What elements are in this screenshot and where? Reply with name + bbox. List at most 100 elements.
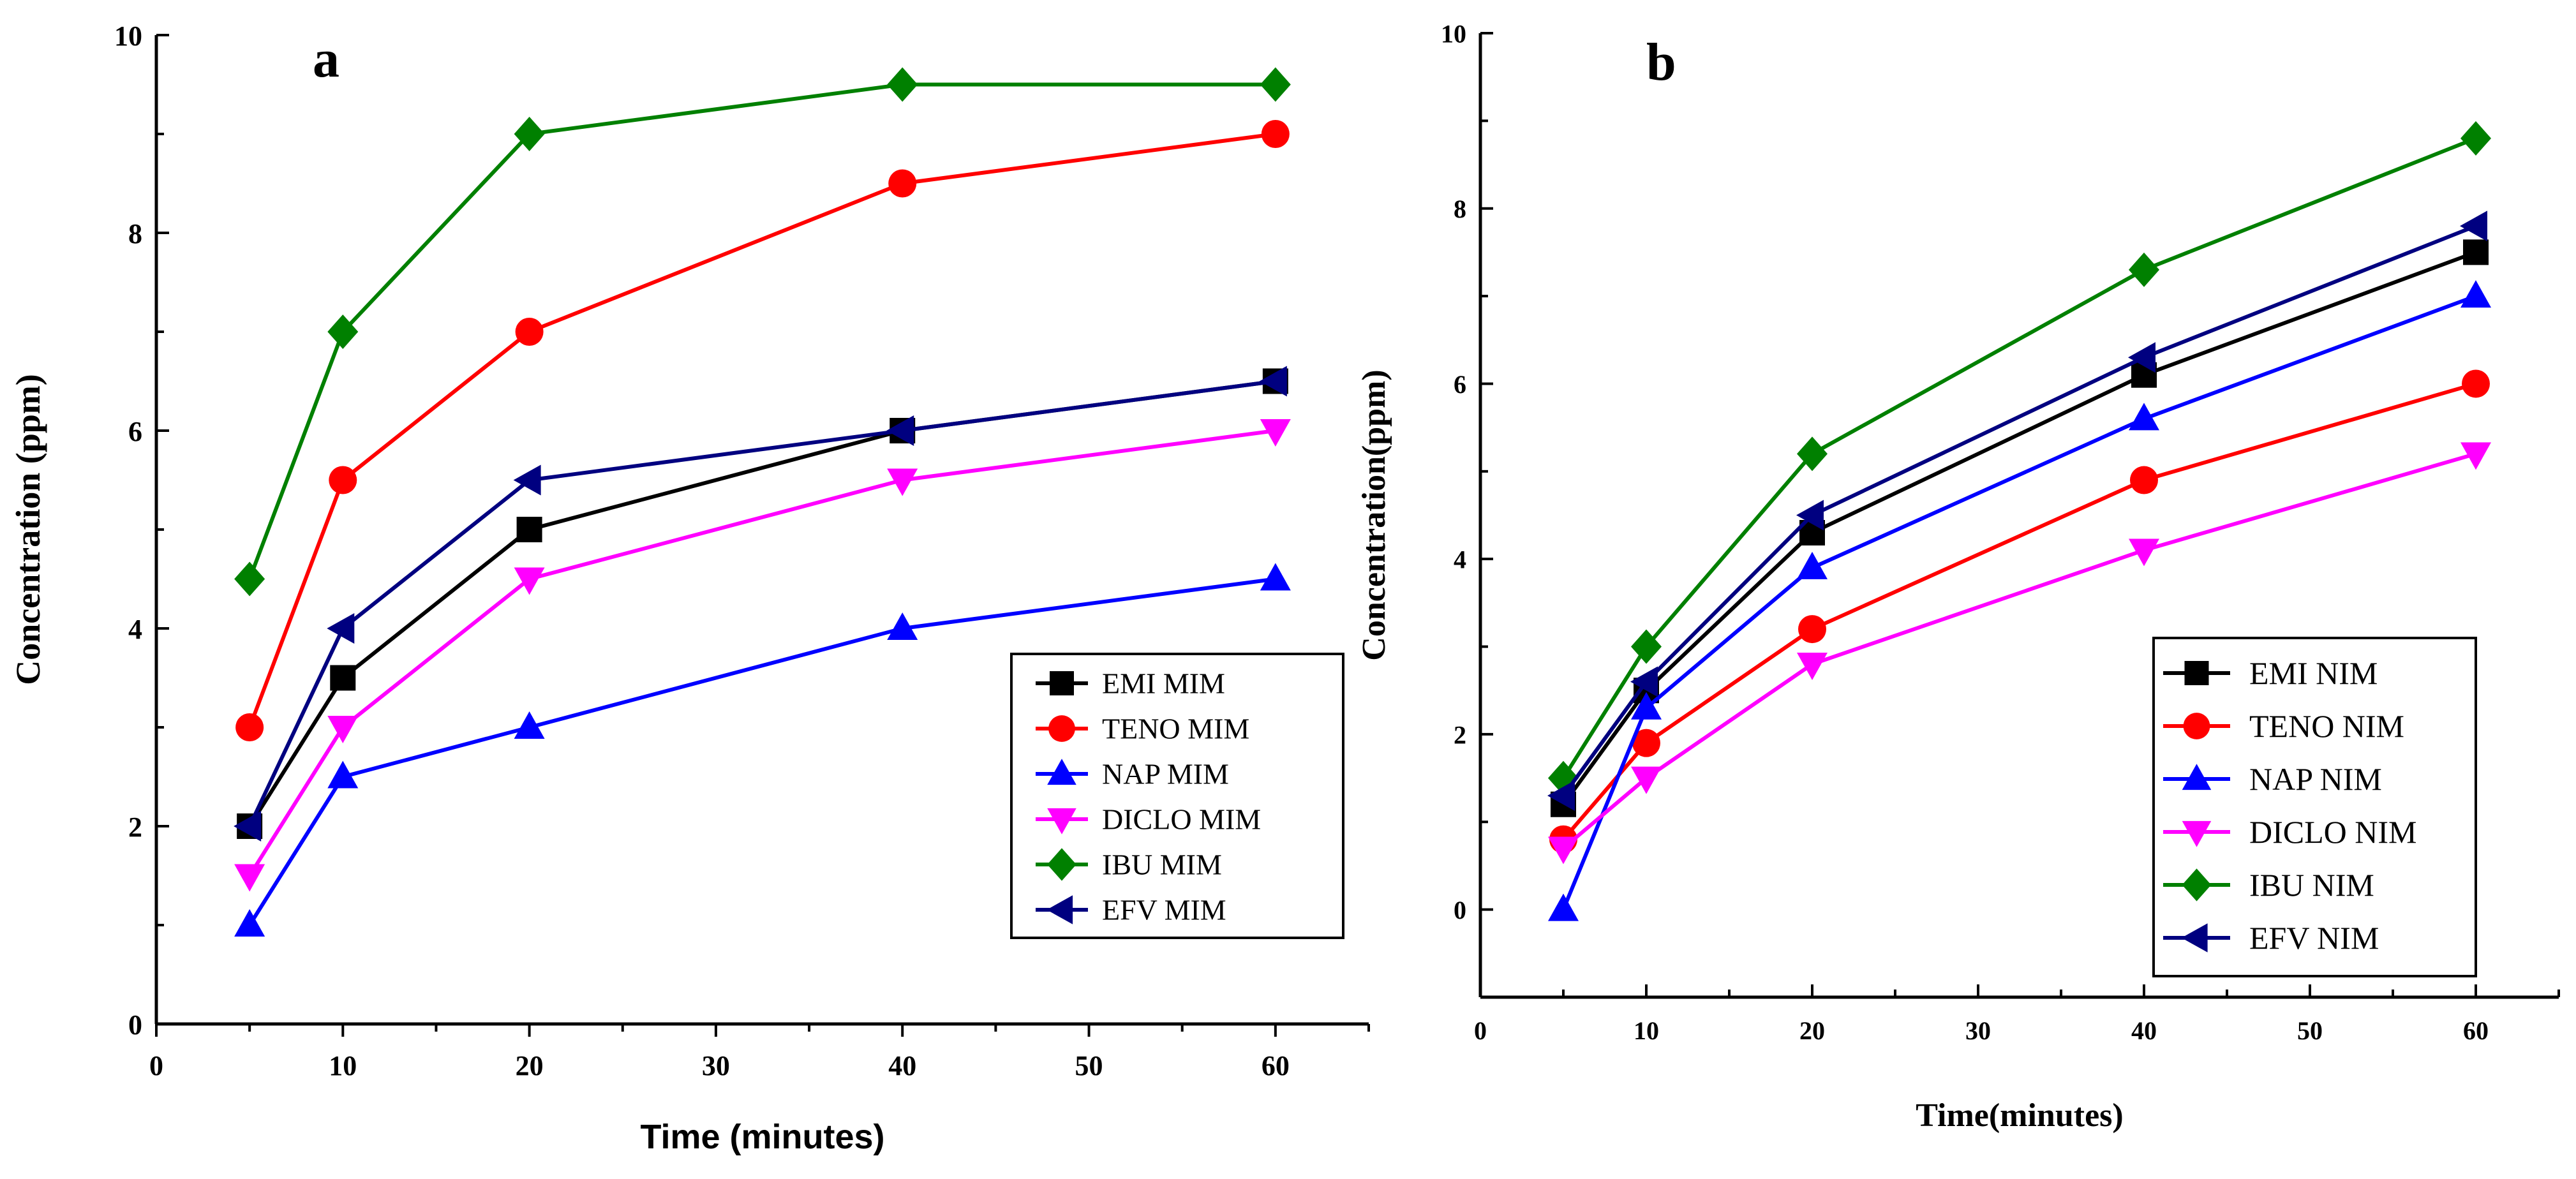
x-tick-label: 20: [1799, 1016, 1825, 1045]
x-tick-label: 50: [2297, 1016, 2323, 1045]
legend-item: TENO NIM: [2163, 708, 2404, 744]
x-tick-label: 60: [2463, 1016, 2489, 1045]
data-point: [514, 117, 545, 151]
data-point: [1259, 366, 1287, 397]
legend-item: EMI NIM: [2163, 655, 2378, 691]
legend-label: EFV NIM: [2249, 920, 2379, 956]
legend-label: NAP MIM: [1102, 758, 1229, 790]
legend: EMI MIM TENO MIM NAP MIM DICLO MIM IBU MIM EF…: [1010, 653, 1344, 939]
data-point: [2130, 466, 2158, 494]
legend-item: IBU MIM: [1036, 848, 1222, 881]
data-point: [327, 760, 359, 789]
x-tick-label: 10: [329, 1050, 357, 1081]
legend-item: EFV NIM: [2163, 920, 2379, 956]
data-point: [887, 468, 918, 496]
y-tick-label: 8: [1454, 195, 1466, 223]
legend-marker: [2184, 661, 2209, 685]
x-tick-label: 30: [1965, 1016, 1991, 1045]
y-tick-label: 4: [1454, 545, 1466, 574]
data-point: [2129, 252, 2159, 287]
y-tick-label: 8: [128, 218, 142, 249]
data-point: [2460, 211, 2487, 242]
panel-label: a: [313, 29, 339, 89]
data-point: [1548, 893, 1579, 921]
legend-marker: [1047, 848, 1076, 881]
series-nap-nim: [1548, 280, 2491, 921]
legend-item: DICLO NIM: [2163, 814, 2416, 850]
legend: EMI NIM TENO NIM NAP NIM DICLO NIM IBU NIM EF…: [2152, 637, 2477, 977]
x-tick-label: 60: [1262, 1050, 1290, 1081]
data-point: [1260, 67, 1291, 102]
legend-label: IBU MIM: [1102, 849, 1222, 881]
data-point: [2463, 239, 2489, 265]
x-tick-label: 40: [2131, 1016, 2157, 1045]
data-point: [1631, 692, 1662, 720]
data-point: [2129, 538, 2159, 567]
data-point: [235, 713, 264, 741]
data-point: [1630, 666, 1658, 697]
series-diclo-mim: [234, 419, 1291, 892]
data-point: [234, 561, 265, 597]
data-point: [327, 613, 355, 644]
data-point: [1631, 629, 1662, 664]
legend-marker: [1047, 759, 1076, 785]
data-point: [1548, 836, 1579, 864]
legend-item: TENO MIM: [1036, 713, 1249, 745]
legend-item: IBU NIM: [2163, 867, 2374, 903]
y-tick-label: 6: [1454, 370, 1466, 399]
legend-label: EMI MIM: [1102, 667, 1225, 700]
legend-box: [1010, 653, 1344, 939]
data-point: [513, 464, 541, 496]
y-tick-label: 10: [114, 20, 142, 52]
data-point: [1261, 120, 1290, 148]
legend-label: TENO MIM: [1102, 713, 1249, 745]
data-point: [234, 811, 262, 842]
legend-label: DICLO NIM: [2249, 814, 2416, 850]
data-point: [327, 315, 359, 349]
data-point: [1260, 563, 1291, 591]
data-point: [2461, 280, 2491, 308]
legend-marker: [2182, 868, 2212, 901]
legend-box: [2152, 637, 2477, 977]
y-tick-label: 2: [128, 812, 142, 843]
data-point: [514, 711, 545, 739]
data-point: [2462, 369, 2490, 398]
legend-marker: [2182, 764, 2212, 790]
legend-marker: [1046, 895, 1073, 924]
data-point: [1632, 729, 1660, 757]
x-axis-label: Time (minutes): [640, 1118, 884, 1156]
x-tick-label: 20: [516, 1050, 544, 1081]
series-nap-mim: [234, 563, 1291, 937]
legend-label: IBU NIM: [2249, 867, 2374, 903]
data-point: [886, 415, 914, 446]
series-efv-mim: [234, 366, 1287, 842]
x-tick-label: 30: [702, 1050, 730, 1081]
legend-label: TENO NIM: [2249, 708, 2404, 744]
series-diclo-nim: [1548, 442, 2491, 864]
x-axis-label: Time(minutes): [1916, 1097, 2123, 1134]
legend-item: NAP MIM: [1036, 758, 1229, 790]
series-teno-mim: [235, 120, 1290, 741]
series-line: [248, 132, 1276, 729]
y-tick-label: 6: [128, 416, 142, 447]
legend-label: DICLO MIM: [1102, 803, 1261, 836]
data-point: [888, 169, 917, 198]
data-point: [2129, 403, 2159, 431]
data-point: [234, 909, 265, 937]
x-tick-label: 0: [1474, 1016, 1487, 1045]
series-ibu-mim: [234, 67, 1291, 597]
legend-label: EFV MIM: [1102, 894, 1226, 926]
data-point: [514, 567, 545, 595]
y-tick-label: 0: [128, 1009, 142, 1041]
x-tick-label: 50: [1075, 1050, 1103, 1081]
panel-label: b: [1646, 33, 1676, 92]
series-efv-nim: [1547, 211, 2487, 812]
legend-item: EFV MIM: [1036, 894, 1226, 926]
data-point: [515, 318, 544, 346]
data-point: [1797, 653, 1828, 681]
legend-marker: [1047, 808, 1076, 834]
data-point: [1631, 766, 1662, 794]
x-tick-label: 0: [149, 1050, 163, 1081]
legend-item: NAP NIM: [2163, 761, 2382, 797]
